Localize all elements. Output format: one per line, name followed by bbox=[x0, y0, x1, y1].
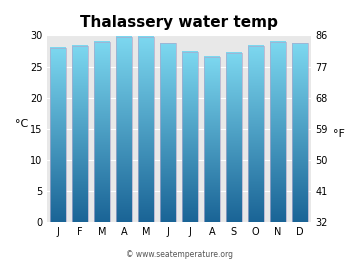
Bar bbox=[160, 43, 176, 222]
Bar bbox=[226, 53, 242, 222]
Bar bbox=[270, 42, 285, 222]
Bar bbox=[72, 46, 88, 222]
Bar bbox=[94, 42, 110, 222]
Bar bbox=[182, 52, 198, 222]
Bar bbox=[116, 37, 132, 222]
Title: Thalassery water temp: Thalassery water temp bbox=[80, 15, 278, 30]
Y-axis label: °C: °C bbox=[15, 119, 28, 129]
Bar bbox=[248, 46, 264, 222]
Text: © www.seatemperature.org: © www.seatemperature.org bbox=[126, 250, 234, 259]
Bar bbox=[50, 48, 66, 222]
Bar bbox=[292, 43, 307, 222]
Bar bbox=[204, 57, 220, 222]
Y-axis label: °F: °F bbox=[333, 129, 345, 139]
Bar bbox=[138, 37, 154, 222]
